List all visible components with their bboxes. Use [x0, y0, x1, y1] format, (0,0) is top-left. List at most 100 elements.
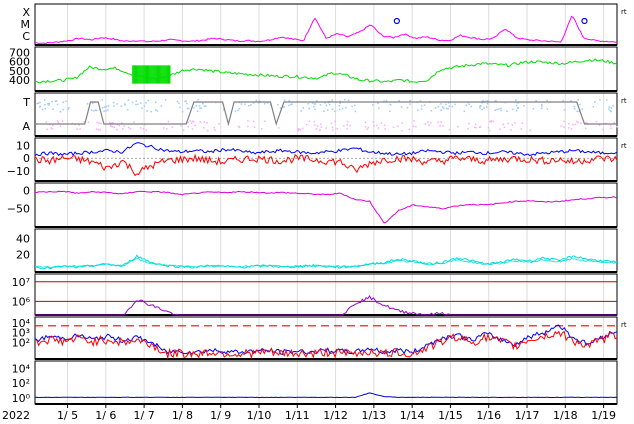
- speed-ytick: 600: [9, 56, 30, 69]
- polarity-dot: [481, 101, 483, 104]
- polarity-dot: [184, 100, 186, 103]
- polarity-dot: [378, 107, 380, 109]
- polarity-dot: [313, 105, 315, 108]
- polarity-dot: [541, 103, 543, 106]
- polarity-dot: [180, 125, 182, 127]
- x-tick-label: 1/10: [247, 409, 272, 422]
- polarity-dot: [568, 127, 570, 129]
- polarity-dot: [95, 128, 98, 130]
- polarity-dot: [364, 121, 367, 124]
- polarity-dot: [319, 104, 322, 106]
- polarity-dot: [103, 106, 106, 108]
- polarity-dot: [437, 121, 439, 123]
- polarity-dot: [483, 107, 485, 109]
- polarity-dot: [490, 121, 492, 123]
- polarity-dot: [443, 107, 445, 109]
- polarity-dot: [109, 125, 112, 127]
- polarity-dot: [592, 106, 595, 108]
- polarity-dot: [49, 123, 51, 126]
- polarity-dot: [298, 128, 301, 130]
- polarity-dot: [179, 106, 181, 109]
- polarity-dot: [510, 129, 512, 131]
- polarity-dot: [59, 125, 62, 127]
- polarity-dot: [448, 105, 451, 108]
- polarity-dot: [92, 110, 95, 112]
- polarity-dot: [57, 121, 60, 124]
- polarity-dot: [521, 122, 524, 124]
- polarity-dot: [546, 108, 549, 110]
- polarity-dot: [97, 128, 100, 131]
- polarity-dot: [406, 106, 409, 109]
- year-label: 2022: [2, 409, 30, 422]
- polarity-dot: [372, 104, 374, 106]
- polarity-dot: [214, 129, 216, 131]
- polarity-dot: [316, 125, 319, 127]
- polarity-dot: [263, 102, 266, 105]
- polarity-dot: [409, 100, 411, 102]
- polarity-dot: [107, 109, 109, 111]
- polarity-dot: [327, 101, 330, 104]
- polarity-dot: [474, 123, 477, 126]
- polarity-dot: [171, 126, 174, 128]
- electron-flux-series-2: [34, 330, 618, 360]
- polarity-dot: [424, 123, 427, 125]
- polarity-dot: [141, 107, 143, 109]
- polarity-dot: [412, 125, 415, 127]
- polarity-dot: [135, 100, 137, 102]
- polarity-dot: [339, 100, 341, 103]
- polarity-dot: [258, 102, 260, 104]
- polarity-dot: [354, 110, 357, 113]
- polarity-dot: [560, 125, 562, 127]
- polarity-dot: [200, 107, 202, 109]
- polarity-dot: [563, 109, 566, 111]
- polarity-dot: [277, 127, 280, 129]
- polarity-dot: [143, 105, 146, 107]
- polarity-dot: [392, 126, 395, 129]
- polarity-dot: [579, 103, 581, 106]
- polarity-dot: [468, 122, 470, 125]
- polarity-dot: [59, 110, 62, 113]
- polarity-dot: [495, 100, 497, 102]
- polarity-dot: [338, 104, 341, 107]
- polarity-dot: [87, 121, 90, 124]
- polarity-dot: [123, 125, 125, 127]
- polarity-dot: [313, 103, 316, 105]
- grid-lines: [67, 4, 605, 404]
- polarity-dot: [313, 120, 315, 123]
- polarity-dot: [52, 108, 54, 110]
- polarity-dot: [41, 108, 44, 111]
- polarity-dot: [185, 100, 187, 102]
- polarity-dot: [541, 105, 543, 107]
- polarity-dot: [468, 103, 470, 106]
- polarity-dot: [346, 120, 349, 123]
- polarity-dot: [39, 101, 41, 104]
- polarity-dot: [302, 106, 305, 109]
- polarity-dot: [282, 106, 285, 108]
- polarity-dot: [264, 120, 266, 123]
- right-marker: rt: [621, 321, 627, 329]
- polarity-dot: [324, 102, 326, 104]
- polarity-dot: [420, 108, 423, 110]
- polarity-dot: [234, 110, 237, 113]
- xray-ytick: X: [22, 6, 30, 19]
- polarity-dot: [486, 100, 489, 102]
- polarity-dot: [401, 129, 403, 132]
- polarity-dot: [110, 123, 112, 126]
- polarity-dot: [206, 121, 208, 124]
- panel-frame: [34, 46, 618, 92]
- polarity-dot: [506, 110, 508, 113]
- polarity-dot: [203, 105, 206, 108]
- polarity-dot: [499, 128, 501, 131]
- polarity-dot: [78, 124, 80, 126]
- x-tick-label: 1/13: [362, 409, 387, 422]
- polarity-dot: [514, 122, 516, 124]
- proton-ytick: 10⁷: [12, 276, 30, 289]
- polarity-dot: [283, 105, 286, 108]
- polarity-dot: [383, 124, 386, 127]
- polarity-dot: [389, 110, 391, 113]
- polarity-dot: [314, 108, 316, 111]
- polarity-dot: [602, 128, 604, 131]
- polarity-dot: [129, 128, 132, 130]
- bfield-ytick: −10: [7, 165, 30, 178]
- polarity-dot: [150, 110, 152, 113]
